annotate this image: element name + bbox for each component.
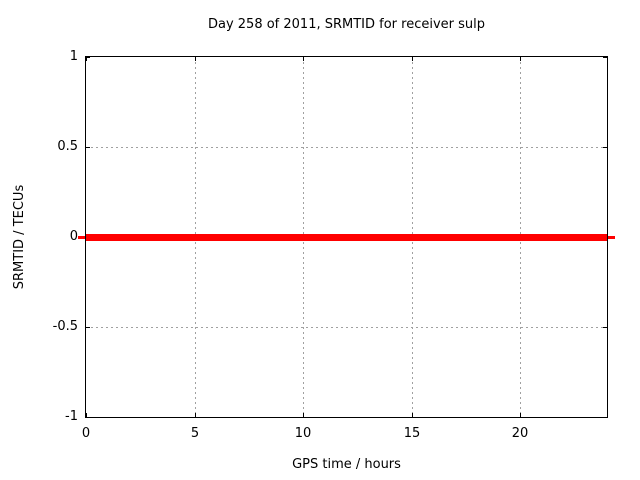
y-tick-mark [86, 57, 90, 58]
x-axis-label: GPS time / hours [292, 457, 401, 472]
x-tick-mark [412, 57, 413, 61]
x-tick-mark [303, 413, 304, 417]
x-tick-mark [195, 57, 196, 61]
x-tick-label: 5 [190, 426, 200, 441]
x-tick-mark [303, 57, 304, 61]
y-tick-label: 0 [69, 229, 78, 244]
data-line-right-overhang [608, 236, 615, 239]
x-tick-mark [412, 413, 413, 417]
chart-title: Day 258 of 2011, SRMTID for receiver sul… [207, 17, 486, 32]
data-line [86, 234, 607, 241]
x-tick-mark [520, 413, 521, 417]
x-tick-mark [86, 57, 87, 61]
x-tick-label: 20 [511, 426, 529, 441]
x-tick-label: 10 [294, 426, 312, 441]
x-tick-label: 15 [403, 426, 421, 441]
y-tick-label: 0.5 [57, 139, 78, 154]
x-tick-mark [195, 413, 196, 417]
y-tick-mark [86, 417, 90, 418]
y-tick-label: -0.5 [52, 319, 78, 334]
data-line-left-overhang [78, 236, 85, 239]
y-tick-mark [86, 147, 90, 148]
x-tick-mark [86, 413, 87, 417]
y-tick-label: 1 [69, 49, 78, 64]
y-tick-mark [603, 57, 607, 58]
y-axis-label: SRMTID / TECUs [12, 184, 27, 290]
y-tick-mark [86, 327, 90, 328]
x-tick-mark [520, 57, 521, 61]
x-tick-label: 0 [81, 426, 91, 441]
y-tick-mark [603, 327, 607, 328]
y-tick-label: -1 [65, 409, 78, 424]
y-tick-mark [603, 147, 607, 148]
h-gridline [86, 327, 607, 328]
y-tick-mark [603, 417, 607, 418]
plot-area: 0 5 10 15 20 1 0.5 0 -0.5 -1 [53, 49, 615, 441]
h-gridline [86, 147, 607, 148]
